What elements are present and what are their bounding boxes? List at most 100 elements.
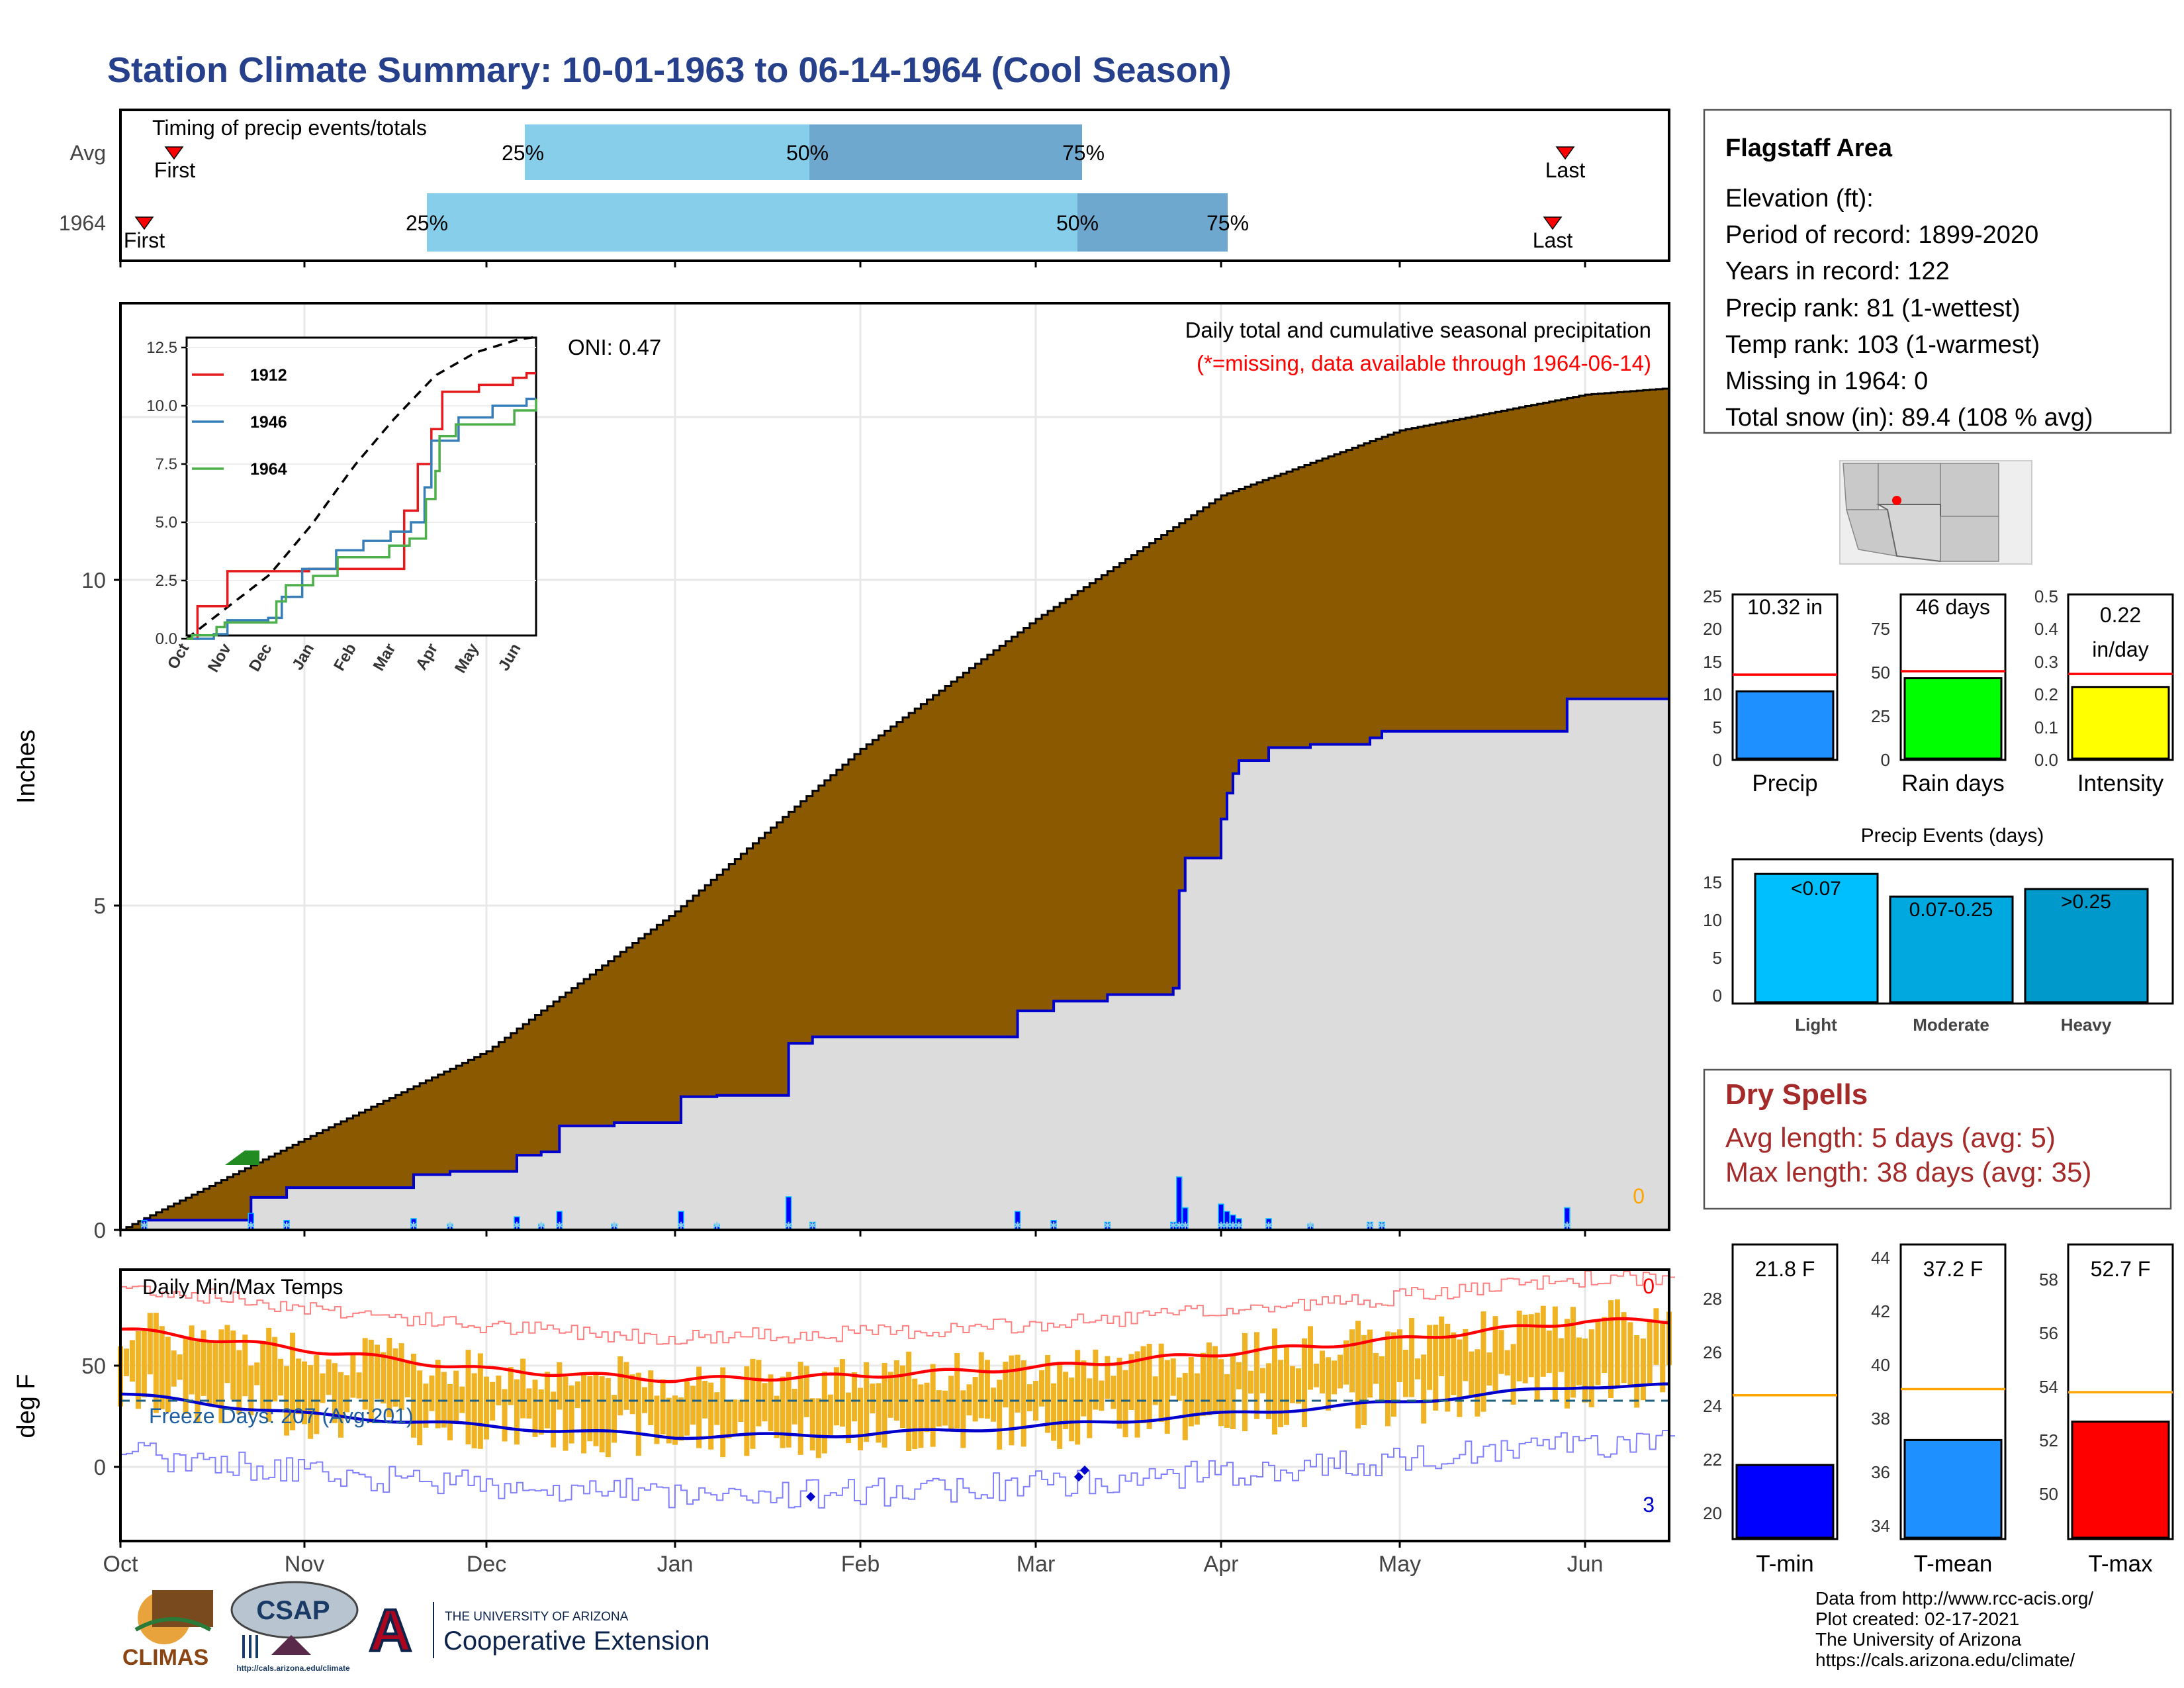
daily-temp-bar (290, 1333, 296, 1430)
legend-label: 1946 (250, 413, 287, 432)
daily-temp-bar (599, 1376, 605, 1453)
timing-1964-bar-early (427, 193, 1077, 252)
daily-temp-bar (1026, 1384, 1032, 1411)
daily-temp-bar (899, 1365, 905, 1429)
daily-temp-bar (1212, 1346, 1218, 1413)
tmean-bar (1903, 1438, 2003, 1539)
intensity-unit-label: in/day (2092, 637, 2148, 661)
daily-temp-bar (1540, 1305, 1546, 1377)
precip-ytick: 10 (81, 568, 106, 592)
events-category: Moderate (1913, 1015, 1989, 1035)
footer-line: Data from http://www.rcc-acis.org/ (1815, 1588, 2093, 1609)
tick: 22 (1703, 1450, 1722, 1470)
raindays-bar (1903, 677, 2003, 760)
daily-temp-bar (960, 1390, 966, 1448)
daily-temp-bar (845, 1392, 851, 1444)
daily-temp-bar (1498, 1330, 1504, 1374)
daily-temp-bar (1015, 1354, 1021, 1413)
climas-logo: CLIMAS (122, 1590, 213, 1670)
daily-temp-bar (1266, 1363, 1271, 1419)
timing-first-label: First (124, 228, 165, 252)
daily-temp-bar (398, 1343, 404, 1410)
last-marker-icon (1543, 216, 1563, 230)
timing-last-label: Last (1533, 228, 1573, 252)
daily-temp-bar (666, 1397, 672, 1444)
ua-a-icon: A (369, 1598, 412, 1664)
daily-temp-bar (744, 1366, 750, 1456)
daily-temp-bar (502, 1389, 508, 1442)
daily-temp-bar (242, 1335, 248, 1397)
daily-temp-bar (1075, 1350, 1081, 1445)
inset-ytick: 12.5 (146, 339, 177, 357)
daily-temp-bar (1200, 1352, 1206, 1417)
daily-temp-bar (803, 1366, 809, 1417)
mini-raindays-chart: 46 days Rain days 0 25 50 75 (1871, 593, 2007, 796)
daily-temp-bar (1170, 1358, 1176, 1396)
inset-legend: 1912 1946 1964 (192, 366, 287, 479)
daily-temp-bar (635, 1372, 641, 1456)
daily-temp-bar (887, 1372, 893, 1418)
daily-temp-bar (1236, 1362, 1242, 1389)
daily-temp-bar (1602, 1317, 1608, 1374)
daily-temp-bar (623, 1362, 629, 1410)
temp-xaxis-ticks (119, 1541, 1586, 1548)
daily-temp-bar (1057, 1362, 1063, 1449)
daily-temp-bar (1510, 1344, 1516, 1405)
daily-temp-bar (1528, 1314, 1534, 1378)
daily-temp-bar (1176, 1377, 1182, 1401)
info-line: Temp rank: 103 (1-warmest) (1725, 331, 2040, 359)
daily-temp-bar (1326, 1357, 1331, 1411)
precip-ytick: 0 (94, 1218, 106, 1243)
timing-title: Timing of precip events/totals (152, 116, 427, 140)
legend-label: 1912 (250, 366, 287, 385)
daily-temp-bar (876, 1383, 882, 1443)
daily-temp-bar (538, 1389, 544, 1435)
daily-temp-bar (1439, 1316, 1445, 1376)
info-line: Precip rank: 81 (1-wettest) (1725, 295, 2021, 322)
precip-xaxis-ticks (119, 1230, 1586, 1237)
tmax-ticks: 50 52 54 56 58 (2039, 1270, 2058, 1504)
tick: 25 (1703, 586, 1722, 606)
daily-temp-bar (912, 1378, 918, 1450)
daily-temp-bar (1206, 1342, 1212, 1416)
first-marker-icon (134, 216, 154, 230)
daily-temp-bar (1230, 1355, 1236, 1429)
climas-arc-icon (134, 1617, 212, 1632)
temp-frame (119, 1268, 1670, 1542)
raindays-ticks: 0 25 50 75 (1871, 619, 1890, 770)
daily-temp-bar (171, 1350, 177, 1387)
daily-temp-bar (1218, 1359, 1224, 1427)
daily-temp-bar (1254, 1332, 1259, 1419)
daily-temp-bar (557, 1362, 563, 1410)
daily-temp-bar (1332, 1360, 1337, 1395)
daily-temp-bar (278, 1358, 284, 1396)
daily-temp-bar (1146, 1344, 1152, 1429)
daily-temp-bar (544, 1372, 550, 1429)
daily-temp-bar (183, 1337, 189, 1415)
daily-temp-bar (797, 1362, 803, 1455)
tick: 26 (1703, 1342, 1722, 1362)
daily-temp-bar (1116, 1358, 1122, 1429)
daily-temp-bar (230, 1331, 236, 1400)
daily-temp-bar (320, 1373, 326, 1403)
tmax-bar (2071, 1421, 2170, 1539)
inset-yaxis-ticks (181, 346, 187, 640)
temp-chart-title: Daily Min/Max Temps (142, 1275, 343, 1299)
tick: 75 (1871, 619, 1890, 639)
daily-temp-bar (159, 1326, 165, 1409)
daily-temp-bar (1492, 1316, 1498, 1391)
daily-temp-bar (1552, 1306, 1558, 1401)
tick: 52 (2039, 1430, 2058, 1450)
precip-ylabel: Inches (13, 729, 40, 804)
daily-temp-bar (1367, 1329, 1373, 1398)
snow-marker-icon: ✱ (1169, 1220, 1177, 1231)
daily-temp-bar (350, 1352, 356, 1398)
daily-temp-bar (1338, 1354, 1343, 1389)
daily-temp-bar (851, 1372, 857, 1422)
snow-marker-icon: ✱ (1223, 1220, 1231, 1231)
inset-1964-line (187, 399, 537, 640)
daily-temp-bar (1361, 1335, 1367, 1426)
daily-temp-bar (302, 1361, 307, 1425)
tick: 0 (1713, 986, 1722, 1006)
month-label: May (1379, 1552, 1421, 1577)
